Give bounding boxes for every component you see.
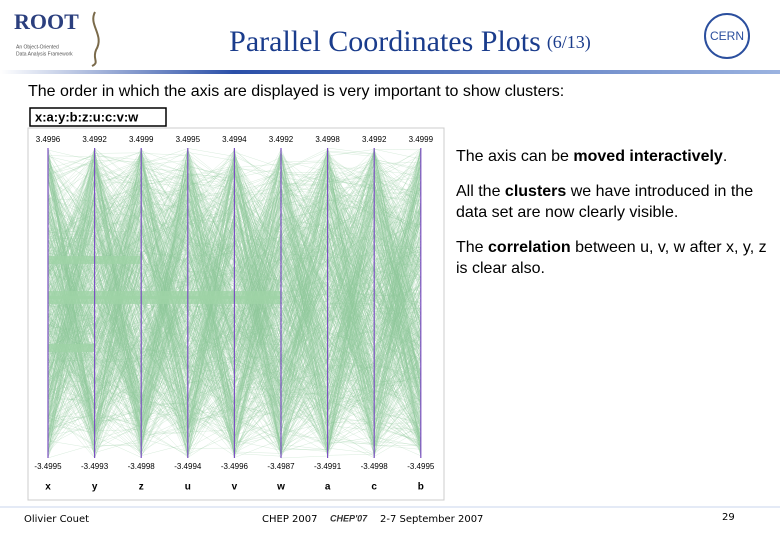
expression-box [29, 107, 167, 127]
logo-line: Data Analysis Framework [16, 51, 73, 57]
bullet-text: we have introduced in the data set are n… [456, 183, 754, 221]
axis-max: 3.4992 [82, 135, 107, 144]
axis-name: u [185, 482, 191, 493]
bullet: The correlation between u, v, w after x,… [456, 237, 768, 279]
axis-min: -3.4987 [267, 462, 295, 471]
axis-max: 3.4998 [315, 135, 340, 144]
footer-page: 29 [722, 512, 735, 523]
bullets: The axis can be moved interactively. All … [456, 146, 768, 293]
axis-name: y [92, 482, 98, 493]
footer-dates: 2-7 September 2007 [380, 514, 483, 525]
bullet-text: All the [456, 183, 505, 200]
axis-min: -3.4994 [174, 462, 202, 471]
axis-min: -3.4993 [81, 462, 109, 471]
title: Parallel Coordinates Plots (6/13) [229, 25, 591, 58]
footer-conference: CHEP 2007 [262, 514, 317, 525]
bullet: The axis can be moved interactively. [456, 146, 768, 167]
logo-line: An Object-Oriented [16, 44, 59, 50]
axis-name: v [232, 482, 238, 493]
axis-max: 3.4992 [269, 135, 294, 144]
axis-name: c [371, 482, 377, 493]
axis-min: -3.4996 [221, 462, 249, 471]
bullet: All the clusters we have introduced in t… [456, 181, 768, 223]
bullet-text: The [456, 239, 489, 256]
bullet-text: moved interactively [573, 148, 723, 165]
cern-text: CERN [710, 29, 744, 43]
axis-name: w [276, 482, 285, 493]
logo-figure [91, 11, 100, 67]
axis-max: 3.4996 [36, 135, 61, 144]
cern-logo [704, 13, 750, 59]
axis-min: -3.4995 [34, 462, 62, 471]
axis-min: -3.4991 [314, 462, 342, 471]
footer-logo: CHEP'07 [330, 513, 368, 523]
bullet-text: between u, v, w after x, y, z is clear a… [456, 239, 767, 277]
axis-max: 3.4999 [129, 135, 154, 144]
title-counter: (6/13) [547, 32, 591, 53]
axis-name: a [325, 482, 331, 493]
axis-min: -3.4995 [407, 462, 435, 471]
intro: The order in which the axis are displaye… [28, 83, 564, 100]
footer-author: Olivier Couet [24, 514, 89, 525]
bullet-text: correlation [488, 239, 571, 256]
bullet-text: clusters [504, 183, 567, 200]
axis-max: 3.4994 [222, 135, 247, 144]
axis-max: 3.4995 [176, 135, 201, 144]
plot: 3.4996 -3.4995 x 3.4992 -3.4993 y 3.4999 -3.499… [34, 135, 434, 493]
axis-name: b [418, 482, 424, 493]
axis-min: -3.4998 [128, 462, 156, 471]
axis-max: 3.4992 [362, 135, 387, 144]
axis-min: -3.4998 [361, 462, 389, 471]
logo: ROOT [14, 9, 79, 34]
title-text: Parallel Coordinates Plots [229, 25, 541, 58]
expression: x:a:y:b:z:u:c:v:w [35, 109, 139, 124]
axis-name: x [45, 482, 51, 493]
axis-max: 3.4999 [409, 135, 434, 144]
axis-name: z [139, 482, 144, 493]
bullet-text: . [722, 148, 728, 165]
bullet-text: The axis can be [456, 148, 574, 165]
header-rule [0, 70, 780, 74]
